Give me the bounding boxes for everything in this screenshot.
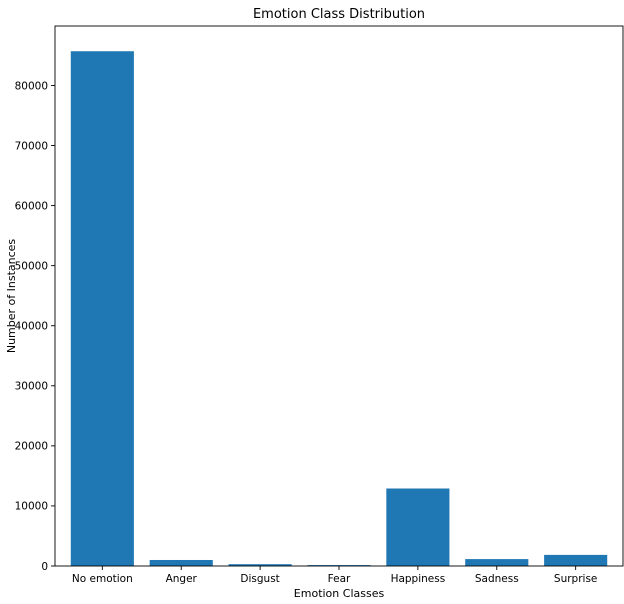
bar-sadness (465, 559, 529, 566)
plot-area: 0 10000 20000 30000 40000 50000 60000 70000 8000… (15, 25, 624, 585)
x-tick-label: Surprise (554, 573, 597, 585)
y-tick-label: 70000 (15, 140, 48, 152)
x-tick-label: Disgust (240, 573, 279, 585)
y-tick-label: 20000 (15, 441, 48, 453)
bar-no-emotion (70, 51, 134, 567)
y-tick-label: 10000 (15, 501, 48, 513)
x-tick-label: Sadness (475, 573, 519, 585)
x-tick-label: Anger (166, 573, 198, 585)
bar-surprise (544, 554, 608, 566)
bar-disgust (228, 564, 292, 566)
y-tick-label: 50000 (15, 260, 48, 272)
x-tick-label: Happiness (391, 573, 446, 585)
y-tick-label: 60000 (15, 200, 48, 212)
bar-happiness (386, 488, 450, 566)
y-axis-label: Number of Instances (5, 239, 18, 354)
x-tick-label: Fear (328, 573, 351, 585)
x-axis-label: Emotion Classes (294, 587, 385, 600)
bar-anger (149, 559, 213, 566)
y-tick-label: 30000 (15, 381, 48, 393)
y-tick-label: 0 (41, 561, 48, 573)
y-tick-label: 80000 (15, 80, 48, 92)
y-tick-label: 40000 (15, 321, 48, 333)
chart-title: Emotion Class Distribution (253, 7, 425, 22)
x-tick-label: No emotion (72, 573, 133, 585)
